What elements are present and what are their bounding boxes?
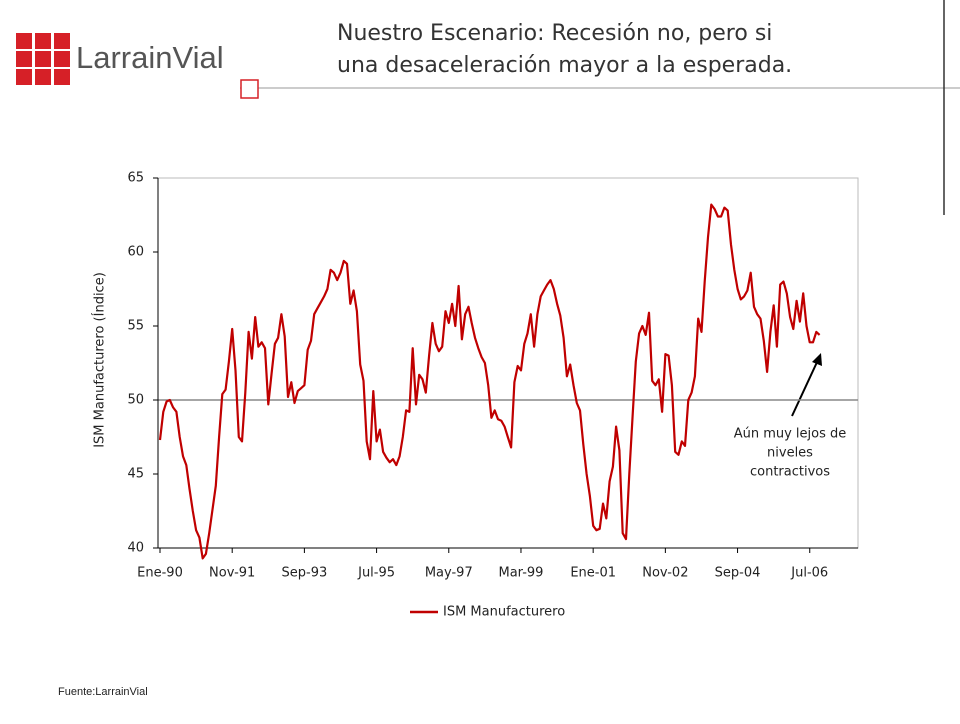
y-tick-label: 60 [127,245,144,260]
x-tick-label: Nov-02 [642,566,688,581]
arrow-head [812,353,822,366]
annotation-arrow [791,359,819,417]
x-tick-label: Sep-04 [715,566,761,581]
annotation: Aún muy lejos de [734,427,847,442]
annotation: niveles [767,446,813,461]
plot-frame [157,177,859,549]
x-tick-label: May-97 [425,566,473,581]
source: Fuente:LarrainVial [58,686,148,698]
y-axis-label: ISM Manufacturero (Índice) [92,272,108,448]
y-tick-label: 55 [127,319,144,334]
y-tick-label: 65 [127,171,144,186]
x-tick-label: Jul-95 [357,566,395,581]
x-tick-label: Sep-93 [282,566,328,581]
legend-label: ISM Manufacturero [443,605,565,620]
x-tick-label: Mar-99 [499,566,544,581]
logo-mark [16,33,70,85]
y-tick-label: 50 [127,393,144,408]
x-tick-label: Jul-06 [790,566,828,581]
x-tick-label: Nov-91 [209,566,255,581]
header-square [240,79,259,99]
logo-text: LarrainVial [76,40,224,75]
title-line: una desaceleración mayor a la esperada. [337,53,792,78]
y-tick-label: 45 [127,467,144,482]
y-tick-label: 40 [127,541,144,556]
series-line [158,203,821,560]
x-tick-label: Ene-90 [137,566,183,581]
annotation: contractivos [750,465,830,480]
x-tick-label: Ene-01 [570,566,616,581]
title-line: Nuestro Escenario: Recesión no, pero si [337,21,772,46]
